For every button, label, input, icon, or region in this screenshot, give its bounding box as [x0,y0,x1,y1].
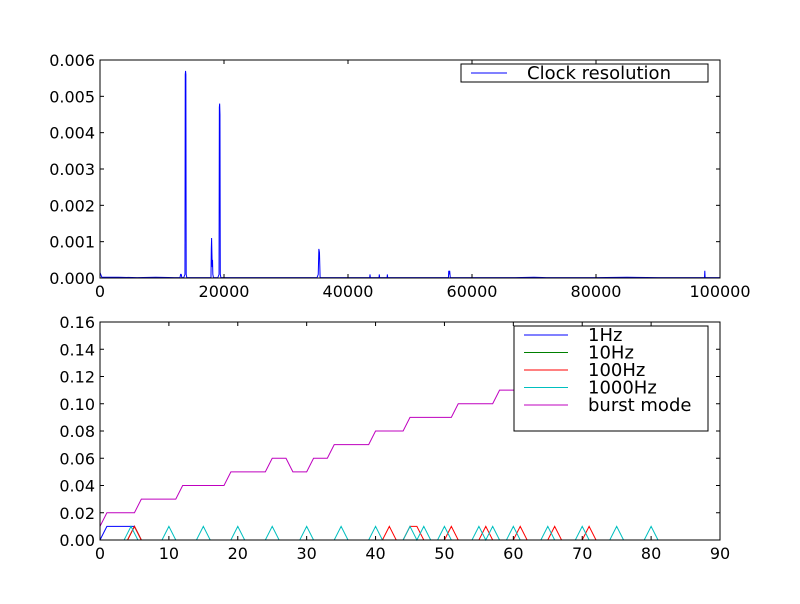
chart-1-x-tick-label: 60000 [447,282,498,301]
chart-2-legend-box [513,325,709,432]
chart-2-y-tick-label: 0.12 [59,368,95,387]
chart-1-y-tick-label: 0.002 [49,196,95,215]
chart-2-x-tick-label: 0 [95,544,105,563]
chart-2-y-tick-label: 0.08 [59,422,95,441]
chart-1-x-tick-label: 100000 [689,282,750,301]
chart-2-x-tick-label: 50 [434,544,454,563]
chart-1-x-tick-label: 0 [95,282,105,301]
chart-1-y-tick-label: 0.006 [49,51,95,70]
chart-2-x-tick-label: 80 [641,544,661,563]
chart-2-x-tick-label: 60 [503,544,523,563]
chart-1-y-tick-label: 0.003 [49,160,95,179]
chart-2-legend-label: 1Hz [588,325,622,346]
chart-1-y-tick-label: 0.000 [49,269,95,288]
chart-2-series-line-5 [100,376,535,527]
chart-2-legend-label: burst mode [588,395,691,416]
chart-2-axes: 0 10 20 30 40 50 60 70 80 90 0.00 0.02 0.04 0.06 0.08 0… [59,313,730,563]
chart-1-y-tick-label: 0.005 [49,87,95,106]
chart-2-y-tick-label: 0.14 [59,340,95,359]
chart-2-x-tick-label: 20 [228,544,248,563]
chart-1-legend-box [460,63,709,83]
chart-1-legend-label: Clock resolution [527,63,671,84]
chart-2-y-tick-label: 0.06 [59,449,95,468]
chart-1-x-tick-label: 40000 [323,282,374,301]
chart-2-legend-label: 1000Hz [588,378,657,399]
chart-2-x-tick-label: 30 [296,544,316,563]
chart-2-y-tick-label: 0.10 [59,395,95,414]
chart-1-x-tick-label: 80000 [571,282,622,301]
chart-2-y-tick-label: 0.00 [59,531,95,550]
chart-1-x-tick-label: 20000 [199,282,250,301]
chart-1-legend: Clock resolution [460,63,709,84]
chart-1-plot-area [100,60,720,278]
chart-1-axes: 0 20000 40000 60000 80000 100000 0.000 0.001 0.0… [49,51,750,301]
chart-2-x-tick-label: 40 [365,544,385,563]
chart-2-y-tick-label: 0.04 [59,477,95,496]
chart-2-x-tick-label: 70 [572,544,592,563]
chart-2-legend-label: 10Hz [588,343,634,364]
chart-2-legend-label: 100Hz [588,360,645,381]
chart-1-y-tick-label: 0.001 [49,233,95,252]
chart-2-y-tick-label: 0.02 [59,504,95,523]
chart-2-x-tick-label: 10 [159,544,179,563]
chart-1-y-tick-label: 0.004 [49,124,95,143]
chart-2-y-tick-label: 0.16 [59,313,95,332]
chart-2-x-tick-label: 90 [710,544,730,563]
chart-2-series-line-4 [100,525,665,541]
